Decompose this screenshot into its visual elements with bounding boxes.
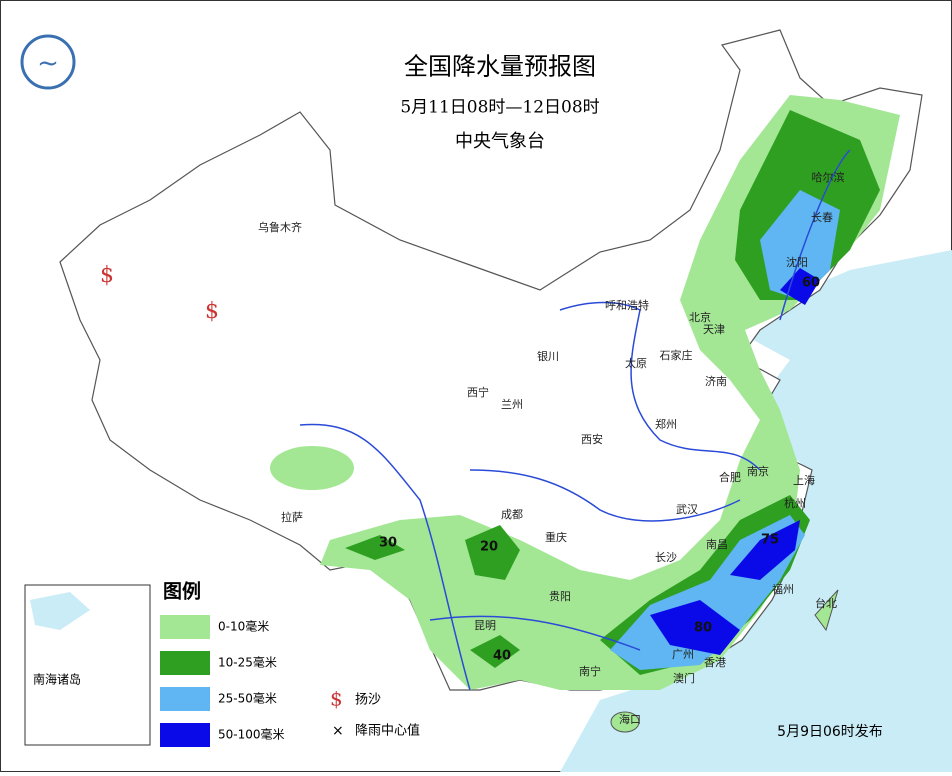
legend-swatch xyxy=(160,687,210,711)
rain-center-value: 20 xyxy=(480,540,498,555)
city-label: 哈尔滨 xyxy=(812,170,845,184)
city-label: 西安 xyxy=(581,432,603,446)
rain-zone-torrential xyxy=(730,520,800,580)
city-label: 杭州 xyxy=(784,496,806,510)
city-label: 石家庄 xyxy=(660,348,693,362)
city-label: 南宁 xyxy=(579,664,601,678)
legend-symbol-label: 扬沙 xyxy=(355,693,381,708)
city-label: 西宁 xyxy=(467,385,489,399)
city-label: 太原 xyxy=(625,357,647,370)
city-label: 贵阳 xyxy=(549,590,571,603)
inset-sea xyxy=(30,592,90,630)
sand-symbols: $ $ xyxy=(100,263,219,324)
legend-label: 50-100毫米 xyxy=(218,727,285,742)
city-label: 长春 xyxy=(811,211,833,224)
map-title: 全国降水量预报图 xyxy=(404,53,596,81)
rain-center-value: 80 xyxy=(694,621,712,636)
city-label: 济南 xyxy=(705,374,727,388)
city-labels: 乌鲁木齐拉萨西宁兰州银川呼和浩特太原石家庄北京天津济南郑州西安成都重庆贵阳昆明南… xyxy=(258,170,845,726)
city-label: 合肥 xyxy=(719,470,741,484)
river xyxy=(299,301,761,691)
rain-zone-light xyxy=(270,446,354,490)
city-label: 南昌 xyxy=(706,538,728,551)
city-label: 福州 xyxy=(772,582,794,596)
city-label: 乌鲁木齐 xyxy=(258,220,302,234)
inset-label: 南海诸岛 xyxy=(33,672,81,687)
legend-title: 图例 xyxy=(163,580,201,603)
sand-symbol: $ xyxy=(205,299,219,324)
sand-symbol: $ xyxy=(330,687,343,711)
river xyxy=(779,149,851,321)
rain-center-value: 40 xyxy=(493,649,511,664)
city-label: 重庆 xyxy=(545,530,567,544)
legend-label: 10-25毫米 xyxy=(218,655,277,670)
legend-items: 0-10毫米 10-25毫米 25-50毫米 50-100毫米 xyxy=(160,615,285,747)
city-label: 香港 xyxy=(704,656,726,669)
city-label: 广州 xyxy=(672,648,694,661)
city-label: 成都 xyxy=(501,508,523,521)
city-label: 武汉 xyxy=(676,503,698,516)
rain-center-values: 30 20 40 75 80 60 xyxy=(379,276,820,664)
legend-symbol-label: 降雨中心值 xyxy=(355,723,420,739)
rain-zone-moderate xyxy=(470,635,520,668)
city-label: 北京 xyxy=(689,310,711,324)
city-label: 昆明 xyxy=(474,619,496,632)
rain-center-value: 30 xyxy=(379,536,397,551)
island xyxy=(814,589,839,632)
rain-center-value: 60 xyxy=(802,276,820,291)
center-symbol: × xyxy=(332,723,344,739)
logo xyxy=(20,34,76,90)
forecast-period: 5月11日08时—12日08时 xyxy=(400,98,599,118)
city-label: 兰州 xyxy=(501,398,523,411)
city-label: 银川 xyxy=(537,349,559,363)
sand-symbol: $ xyxy=(100,263,114,288)
city-label: 呼和浩特 xyxy=(605,298,649,312)
issuer: 中央气象台 xyxy=(455,131,545,152)
city-label: 南京 xyxy=(747,464,769,478)
city-label: 天津 xyxy=(703,323,725,336)
city-label: 海口 xyxy=(619,712,641,726)
city-label: 沈阳 xyxy=(786,255,808,269)
city-label: 郑州 xyxy=(655,417,677,431)
rain-zone-torrential xyxy=(650,600,740,655)
rain-zone-torrential xyxy=(780,268,820,305)
issue-time: 5月9日06时发布 xyxy=(777,724,883,740)
rain-center-value: 75 xyxy=(761,533,779,548)
rain-zone-moderate xyxy=(465,525,520,580)
city-label: 长沙 xyxy=(655,551,677,564)
rain-zone-moderate xyxy=(345,535,405,560)
city-label: 拉萨 xyxy=(281,510,303,524)
city-label: 上海 xyxy=(793,473,815,487)
legend-label: 25-50毫米 xyxy=(218,691,277,706)
logo-glyph: ~ xyxy=(37,49,59,79)
city-label: 澳门 xyxy=(673,671,695,685)
sea xyxy=(560,250,952,772)
legend-swatch xyxy=(160,723,210,747)
legend-swatch xyxy=(160,651,210,675)
rain-zone-heavy xyxy=(760,190,840,300)
legend-swatch xyxy=(160,615,210,639)
island xyxy=(610,711,640,733)
city-label: 台北 xyxy=(815,596,837,610)
legend-label: 0-10毫米 xyxy=(218,619,269,634)
